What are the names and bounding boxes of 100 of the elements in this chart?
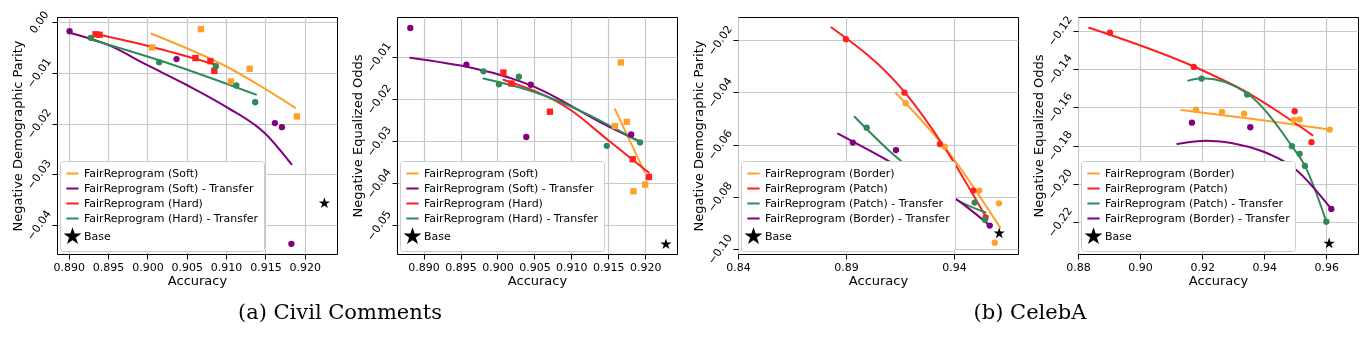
point bbox=[288, 240, 295, 248]
point bbox=[1190, 63, 1197, 71]
point bbox=[623, 118, 630, 125]
x-tick-label: 0.900 bbox=[482, 260, 514, 274]
text: (a) Civil Comments bbox=[236, 300, 443, 324]
point bbox=[1288, 143, 1296, 150]
legend-label: FairReprogram (Patch) - Transfer bbox=[765, 196, 944, 210]
x-tick-label: 0.890 bbox=[53, 260, 86, 274]
point bbox=[173, 55, 180, 63]
point bbox=[227, 78, 234, 85]
y-axis-title: Negative Equalized Odds bbox=[349, 54, 365, 218]
point bbox=[246, 65, 253, 72]
point bbox=[863, 124, 870, 131]
x-axis-title: Accuracy bbox=[848, 272, 909, 288]
point bbox=[207, 57, 214, 65]
point bbox=[480, 68, 487, 75]
point bbox=[849, 139, 857, 146]
point bbox=[523, 133, 530, 141]
y-axis-title: Negative Demographic Parity bbox=[690, 40, 706, 232]
x-tick-label: 0.910 bbox=[210, 260, 243, 274]
point bbox=[611, 122, 619, 130]
x-tick-label: 0.890 bbox=[408, 260, 440, 274]
point bbox=[149, 44, 156, 51]
point bbox=[463, 61, 470, 68]
text: (b) CelebA bbox=[972, 300, 1088, 324]
point bbox=[156, 59, 163, 66]
point bbox=[407, 24, 414, 32]
point bbox=[233, 82, 240, 89]
point bbox=[318, 197, 331, 209]
point bbox=[293, 113, 301, 120]
x-tick-label: 0.92 bbox=[1190, 260, 1215, 274]
point bbox=[278, 123, 286, 131]
point bbox=[1244, 91, 1251, 98]
legend-label: FairReprogram (Soft) - Transfer bbox=[424, 181, 594, 195]
x-tick-label: 0.920 bbox=[289, 260, 321, 274]
point bbox=[212, 63, 220, 70]
point bbox=[1323, 237, 1335, 249]
point bbox=[936, 140, 944, 148]
point bbox=[1301, 162, 1309, 170]
x-tick-label: 0.84 bbox=[726, 260, 751, 274]
point bbox=[252, 99, 259, 106]
point bbox=[495, 81, 503, 88]
point bbox=[1106, 29, 1114, 36]
point bbox=[976, 187, 983, 194]
line-series bbox=[1088, 26, 1314, 137]
point bbox=[970, 187, 977, 194]
legend-label: FairReprogram (Patch) bbox=[1105, 181, 1228, 195]
point bbox=[1291, 108, 1298, 115]
point bbox=[1323, 218, 1330, 225]
point bbox=[1198, 75, 1205, 82]
point bbox=[995, 200, 1003, 207]
point bbox=[636, 139, 644, 146]
legend-label: FairReprogram (Soft) - Transfer bbox=[84, 181, 254, 195]
x-tick-label: 0.89 bbox=[834, 260, 859, 274]
legend-label: FairReprogram (Hard) bbox=[424, 196, 543, 210]
point bbox=[991, 239, 998, 246]
x-tick-label: 0.900 bbox=[132, 260, 164, 274]
point bbox=[1192, 106, 1200, 113]
point bbox=[527, 81, 534, 88]
x-tick-label: 0.94 bbox=[1252, 260, 1277, 274]
y-axis-title: Negative Demographic Parity bbox=[9, 40, 25, 232]
legend-label: Base bbox=[1105, 229, 1133, 243]
point bbox=[892, 146, 900, 154]
point bbox=[192, 54, 199, 62]
x-tick-label: 0.915 bbox=[593, 260, 625, 274]
legend-label: FairReprogram (Border) bbox=[1105, 166, 1235, 180]
point bbox=[901, 89, 908, 96]
point bbox=[629, 156, 636, 163]
point bbox=[500, 69, 507, 76]
x-tick-label: 0.895 bbox=[92, 260, 125, 274]
x-tick-label: 0.90 bbox=[1128, 260, 1153, 274]
legend-label: FairReprogram (Hard) - Transfer bbox=[424, 211, 599, 225]
point bbox=[630, 188, 637, 195]
legend-label: FairReprogram (Hard) - Transfer bbox=[84, 211, 259, 225]
x-axis-title: Accuracy bbox=[507, 272, 568, 288]
point bbox=[1296, 116, 1303, 123]
x-tick-label: 0.96 bbox=[1314, 260, 1340, 274]
legend-label: FairReprogram (Hard) bbox=[84, 196, 203, 210]
point bbox=[197, 26, 205, 33]
point bbox=[66, 28, 73, 35]
point bbox=[1188, 119, 1196, 126]
point bbox=[603, 142, 610, 149]
point bbox=[645, 173, 653, 181]
x-axis-title: Accuracy bbox=[167, 272, 228, 288]
point bbox=[642, 181, 649, 188]
x-tick-label: 0.94 bbox=[942, 260, 967, 274]
point bbox=[628, 131, 635, 138]
point bbox=[1247, 124, 1254, 131]
legend-label: FairReprogram (Soft) bbox=[84, 166, 199, 180]
legend-label: Base bbox=[765, 229, 793, 243]
x-tick-label: 0.910 bbox=[556, 260, 588, 274]
point bbox=[1308, 139, 1315, 146]
point bbox=[1290, 116, 1297, 124]
x-tick-label: 0.915 bbox=[250, 260, 282, 274]
x-tick-label: 0.905 bbox=[171, 260, 204, 274]
point bbox=[660, 238, 672, 250]
legend-label: FairReprogram (Border) - Transfer bbox=[765, 211, 951, 225]
legend-label: FairReprogram (Patch) - Transfer bbox=[1105, 196, 1284, 210]
point bbox=[1240, 110, 1248, 117]
point bbox=[1328, 205, 1335, 213]
